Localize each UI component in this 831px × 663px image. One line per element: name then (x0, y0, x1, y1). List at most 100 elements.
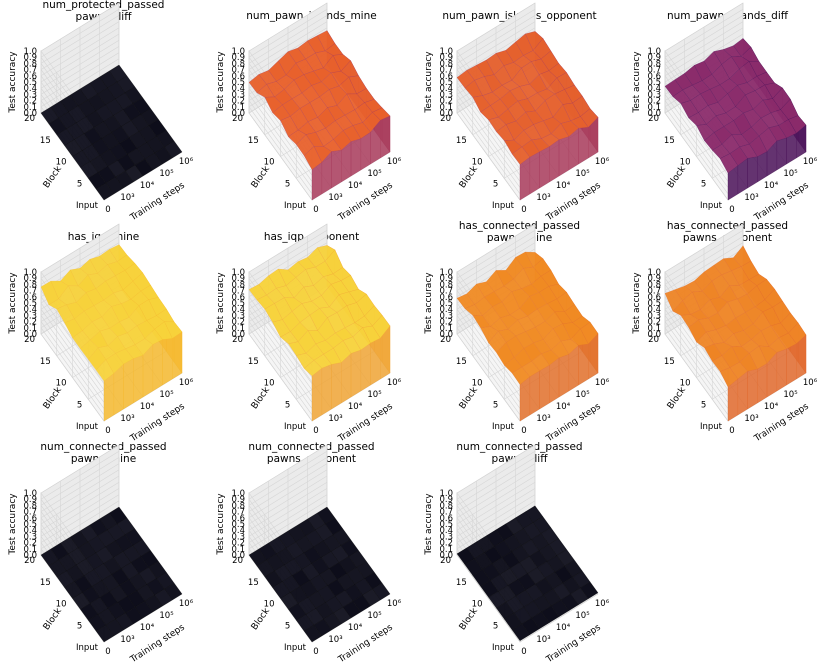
y-tick-label: 20 (232, 556, 243, 566)
surface-skirt (529, 151, 540, 195)
y-tick-label: Input (76, 201, 99, 211)
surface-facet (303, 624, 322, 643)
z-tick-label: 0.6 (439, 72, 453, 82)
x-tick-label: 10⁴ (348, 623, 363, 633)
z-tick-label: 0.3 (647, 311, 661, 321)
z-tick-label: 0.6 (23, 514, 37, 524)
x-tick-label: 10⁴ (140, 623, 155, 633)
surface-facet (719, 153, 738, 174)
surface-skirt (757, 363, 768, 404)
x-axis-label: Training steps (544, 623, 603, 663)
z-tick-label: 0.7 (23, 508, 37, 518)
z-tick-label: 0.2 (231, 539, 245, 549)
surface (40, 64, 183, 201)
x-tick-label: 0 (105, 205, 110, 215)
z-tick-label: 0.0 (439, 109, 453, 119)
x-tick-label: 10⁶ (179, 378, 194, 388)
chart-panel: has_iqp_opponent0.00.10.20.30.40.50.60.7… (208, 221, 415, 445)
chart-panel: num_connected_passed pawns_diff0.00.10.2… (416, 441, 623, 663)
y-tick-label: Input (700, 201, 723, 211)
z-axis-label: Test accuracy (424, 51, 434, 114)
surface-plot: 0.00.10.20.30.40.50.60.70.80.91.0 Test ac… (8, 444, 194, 663)
x-tick-label: 10³ (120, 193, 134, 203)
z-tick-label: 0.5 (23, 299, 37, 309)
z-tick-label: 0.3 (439, 311, 453, 321)
x-tick-label: 10⁵ (367, 169, 381, 179)
surface-skirt (331, 149, 342, 189)
z-tick-label: 0.7 (439, 287, 453, 297)
z-tick-label: 0.3 (439, 532, 453, 542)
surface (248, 245, 391, 422)
y-axis-label: Block (458, 606, 481, 632)
z-tick-label: 0.1 (647, 324, 661, 334)
z-tick-label: 0.9 (231, 53, 245, 63)
x-tick-label: 10⁶ (179, 157, 194, 167)
z-axis-label: Test accuracy (632, 272, 642, 335)
surface (456, 505, 599, 641)
z-tick-label: 0.7 (23, 66, 37, 76)
z-tick-label: 1.0 (23, 489, 37, 499)
y-axis-label: Block (250, 385, 273, 411)
y-tick-label: 20 (24, 556, 35, 566)
y-tick-label: 5 (701, 400, 706, 410)
x-tick-label: 10⁶ (179, 599, 194, 609)
y-tick-label: 20 (648, 335, 659, 345)
z-tick-label: 0.8 (647, 59, 661, 69)
z-tick-label: 0.4 (647, 305, 661, 315)
chart-panel: has_connected_passed pawns_mine0.00.10.2… (416, 220, 623, 444)
surface-skirt (549, 139, 560, 183)
z-tick-label: 0.7 (23, 287, 37, 297)
z-tick-label: 0.9 (647, 53, 661, 63)
surface-facet (95, 624, 114, 643)
x-tick-label: 10⁵ (783, 390, 797, 400)
z-axis-label: Test accuracy (424, 272, 434, 335)
x-tick-label: 10⁶ (595, 599, 610, 609)
y-tick-label: 10 (680, 379, 691, 389)
z-tick-label: 1.0 (231, 47, 245, 57)
x-tick-label: 0 (521, 647, 526, 657)
z-axis-label: Test accuracy (216, 51, 226, 114)
z-tick-label: 0.0 (439, 330, 453, 340)
z-tick-label: 0.9 (23, 53, 37, 63)
surface-skirt (321, 364, 332, 416)
z-axis-label: Test accuracy (8, 493, 18, 556)
z-tick-label: 0.9 (439, 274, 453, 284)
z-axis-label: Test accuracy (8, 272, 18, 335)
y-tick-label: 5 (493, 400, 498, 410)
z-tick-label: 0.8 (23, 501, 37, 511)
z-tick-label: 1.0 (439, 268, 453, 278)
z-tick-label: 0.4 (231, 305, 245, 315)
x-tick-label: 10³ (328, 635, 342, 645)
y-axis-label: Block (42, 606, 65, 632)
z-tick-label: 0.5 (647, 78, 661, 88)
z-tick-label: 0.0 (23, 109, 37, 119)
z-tick-label: 0.3 (647, 90, 661, 100)
y-tick-label: 15 (664, 357, 675, 367)
z-tick-label: 0.9 (23, 495, 37, 505)
y-axis-label: Block (458, 385, 481, 411)
surface (456, 251, 599, 422)
z-tick-label: 0.6 (439, 293, 453, 303)
y-axis-label: Block (250, 606, 273, 632)
y-tick-label: Input (76, 643, 99, 653)
z-tick-label: 0.1 (23, 545, 37, 555)
y-tick-label: 10 (264, 158, 275, 168)
z-tick-label: 1.0 (23, 268, 37, 278)
x-tick-label: 0 (313, 647, 318, 657)
z-tick-label: 0.4 (23, 84, 37, 94)
z-tick-label: 0.3 (23, 532, 37, 542)
z-tick-label: 0.5 (231, 299, 245, 309)
z-tick-label: 1.0 (231, 489, 245, 499)
z-tick-label: 0.7 (231, 287, 245, 297)
surface (248, 506, 391, 643)
z-tick-label: 0.8 (23, 59, 37, 69)
y-tick-label: 10 (472, 158, 483, 168)
surface-facet (303, 360, 322, 377)
z-tick-label: 0.7 (439, 66, 453, 76)
z-tick-label: 0.6 (231, 72, 245, 82)
surface-skirt (786, 132, 797, 165)
x-tick-label: 10⁶ (595, 378, 610, 388)
z-tick-label: 0.1 (439, 103, 453, 113)
y-tick-label: 20 (24, 114, 35, 124)
surface-skirt (152, 339, 163, 392)
